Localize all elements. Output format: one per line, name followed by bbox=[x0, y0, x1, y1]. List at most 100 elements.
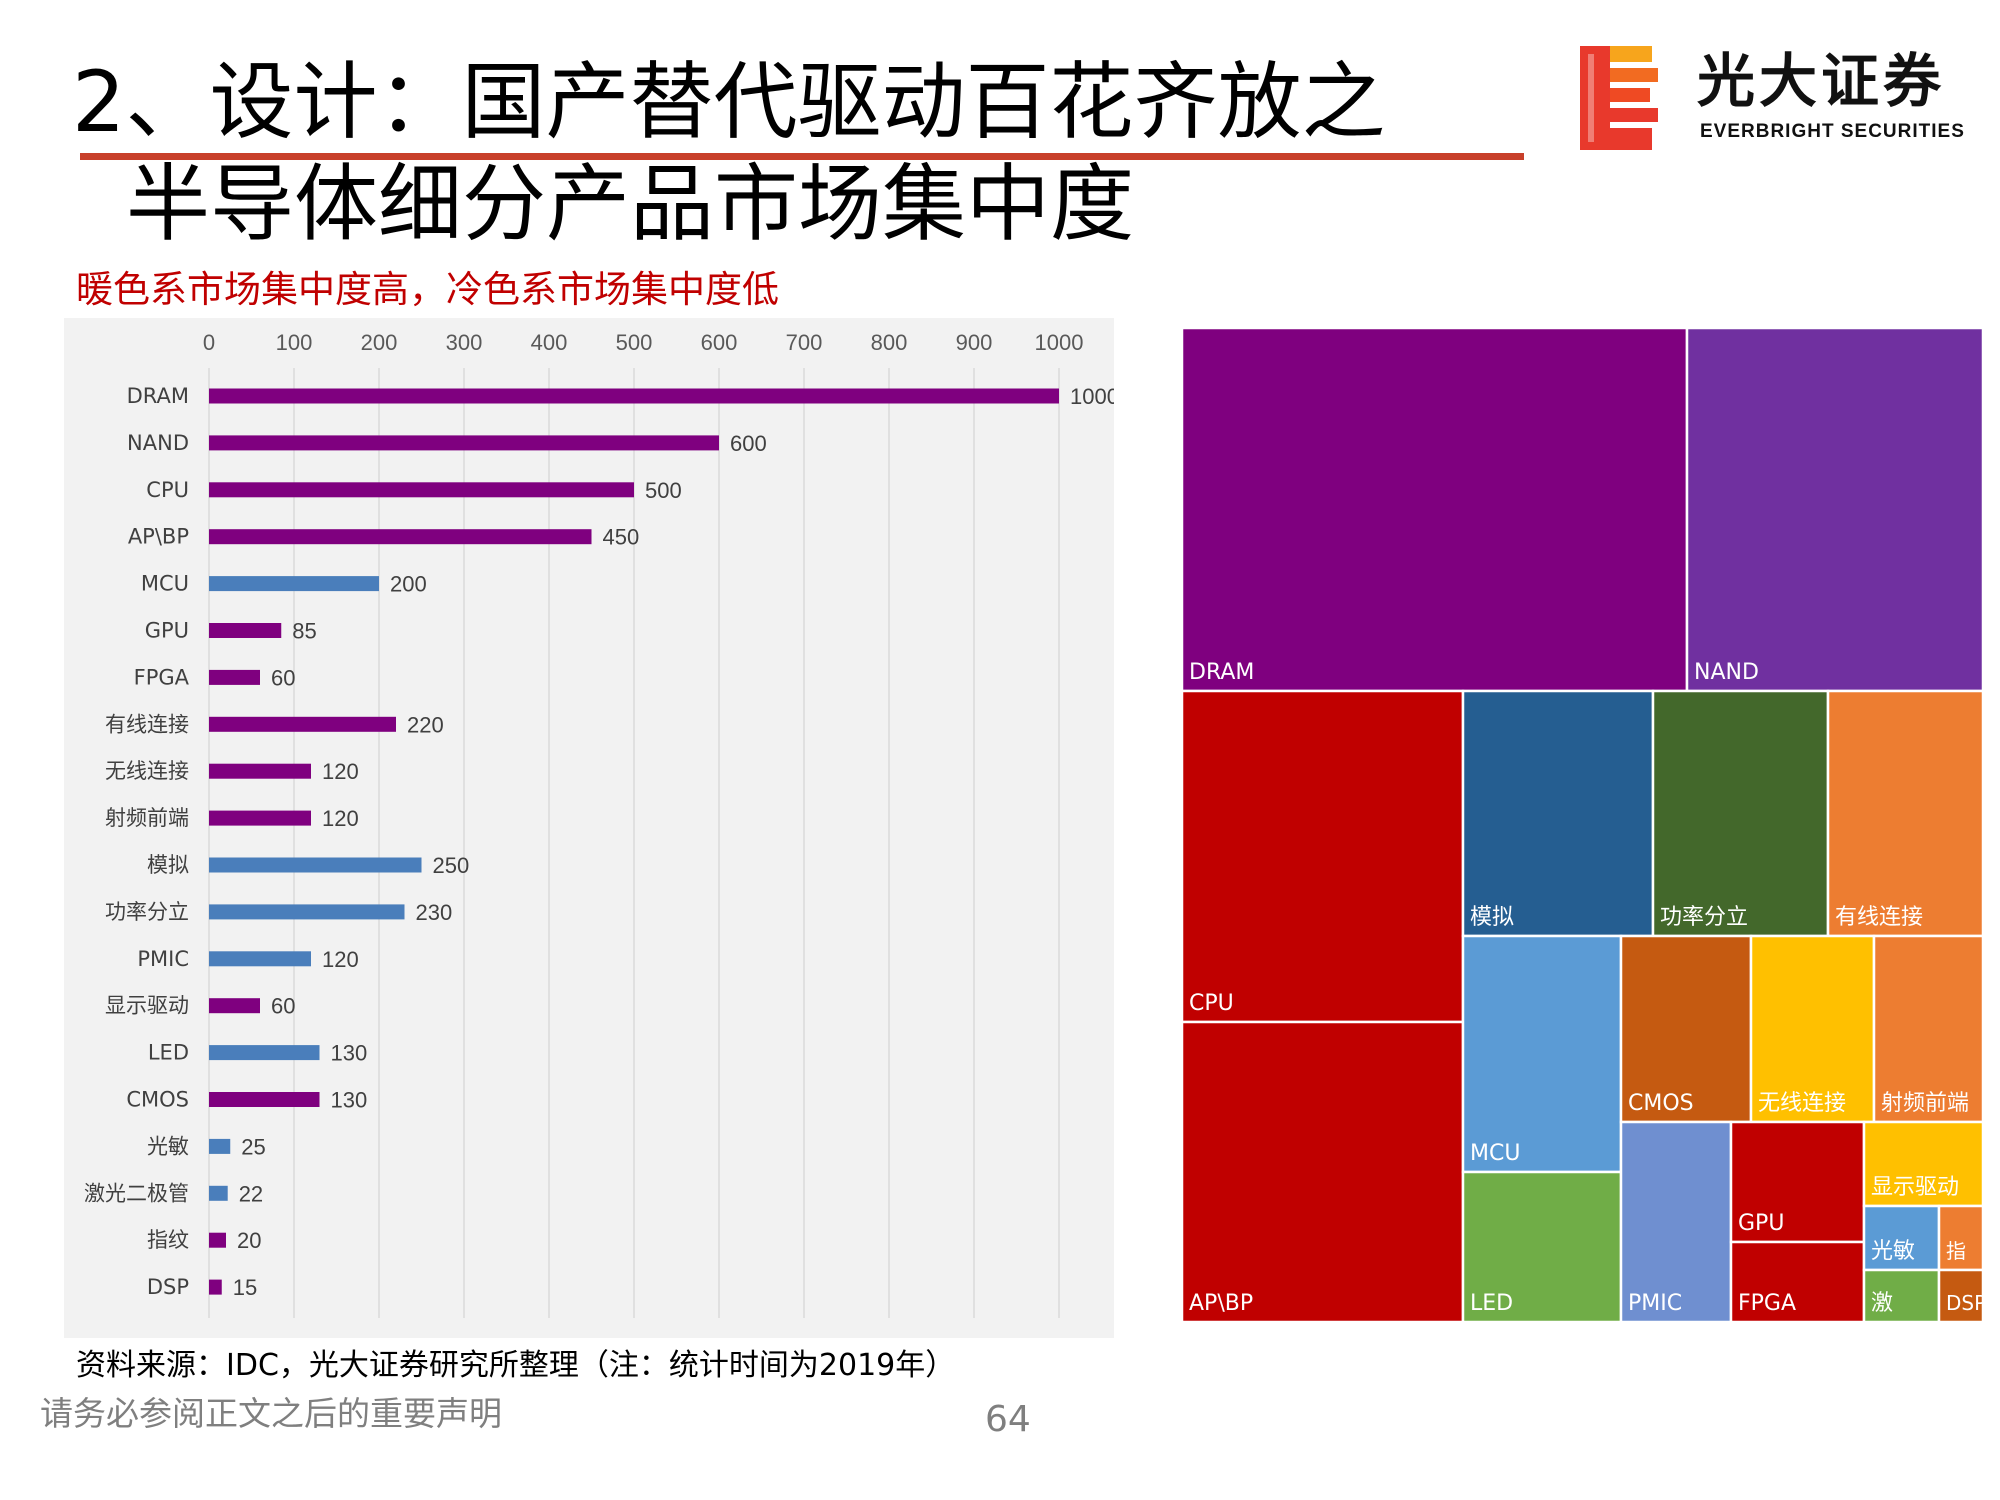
bar-0 bbox=[209, 388, 1059, 404]
bar-13 bbox=[209, 998, 260, 1014]
bar-12 bbox=[209, 951, 311, 967]
treemap-cell-6 bbox=[1826, 689, 1985, 938]
bar-18 bbox=[209, 1232, 226, 1248]
data-label-4: 200 bbox=[390, 572, 427, 597]
x-tick-label-6: 600 bbox=[701, 330, 738, 355]
data-label-1: 600 bbox=[730, 431, 767, 456]
x-tick-label-5: 500 bbox=[616, 330, 653, 355]
bar-19 bbox=[209, 1279, 222, 1295]
category-label-18: 指纹 bbox=[147, 1228, 189, 1252]
bar-5 bbox=[209, 623, 282, 638]
bar-14 bbox=[209, 1045, 320, 1061]
treemap-cell-19 bbox=[1937, 1268, 1985, 1324]
treemap-cell-9 bbox=[1619, 934, 1753, 1124]
data-label-10: 250 bbox=[433, 853, 470, 878]
bar-chart-panel: 0 100 200 300 400 500 600 700 800 900 1000 DRAM 1000… bbox=[64, 318, 1114, 1338]
data-label-2: 500 bbox=[645, 478, 682, 503]
bar-17 bbox=[209, 1185, 228, 1201]
page-title-line-1: 2、设计：国产替代驱动百花齐放之 bbox=[72, 53, 1386, 151]
treemap-cell-7 bbox=[1461, 934, 1623, 1174]
category-label-2: CPU bbox=[146, 478, 189, 502]
bar-9 bbox=[209, 810, 311, 826]
treemap-cell-10 bbox=[1749, 934, 1876, 1124]
title-underline bbox=[80, 153, 1524, 160]
category-label-0: DRAM bbox=[127, 384, 189, 408]
page-number: 64 bbox=[985, 1399, 1031, 1440]
data-label-6: 60 bbox=[271, 665, 295, 690]
treemap-label-15: 显示驱动 bbox=[1871, 1175, 1959, 1200]
category-label-16: 光敏 bbox=[147, 1134, 189, 1158]
bar-2 bbox=[209, 482, 634, 498]
treemap-label-9: CMOS bbox=[1628, 1091, 1694, 1116]
logo-name-cn: 光大证券 bbox=[1697, 47, 1946, 115]
x-tick-label-10: 1000 bbox=[1035, 330, 1084, 355]
treemap-label-6: 有线连接 bbox=[1835, 905, 1923, 930]
data-label-0: 1000 bbox=[1070, 384, 1114, 409]
disclaimer: 请务必参阅正文之后的重要声明 bbox=[40, 1394, 502, 1433]
bar-3 bbox=[209, 529, 592, 545]
treemap-label-3: AP\BP bbox=[1189, 1291, 1253, 1316]
bar-7 bbox=[209, 716, 396, 732]
category-label-19: DSP bbox=[147, 1275, 189, 1299]
bar-15 bbox=[209, 1092, 320, 1107]
category-label-13: 显示驱动 bbox=[105, 994, 189, 1018]
category-label-11: 功率分立 bbox=[105, 900, 189, 924]
category-label-6: FPGA bbox=[134, 665, 190, 689]
bar-16 bbox=[209, 1138, 231, 1154]
x-tick-label-1: 100 bbox=[276, 330, 313, 355]
category-label-17: 激光二极管 bbox=[84, 1181, 189, 1205]
bar-11 bbox=[209, 904, 405, 920]
treemap-cell-4 bbox=[1461, 689, 1655, 938]
data-label-17: 22 bbox=[239, 1181, 263, 1206]
treemap-label-17: 指 bbox=[1946, 1239, 1966, 1263]
data-label-12: 120 bbox=[322, 947, 359, 972]
chart-subtitle: 暖色系市场集中度高，冷色系市场集中度低 bbox=[76, 268, 779, 311]
treemap-label-0: DRAM bbox=[1189, 660, 1254, 685]
data-label-5: 85 bbox=[292, 619, 316, 644]
data-label-18: 20 bbox=[237, 1228, 261, 1253]
category-label-14: LED bbox=[148, 1041, 189, 1065]
data-label-19: 15 bbox=[233, 1275, 257, 1300]
data-label-14: 130 bbox=[331, 1041, 368, 1066]
bar-10 bbox=[209, 857, 422, 873]
treemap-cell-18 bbox=[1862, 1268, 1941, 1324]
treemap-label-13: GPU bbox=[1738, 1211, 1784, 1236]
treemap-cell-1 bbox=[1685, 328, 1985, 693]
data-label-7: 220 bbox=[407, 712, 444, 737]
treemap-cell-3 bbox=[1182, 1020, 1465, 1324]
everbright-logo bbox=[1580, 46, 1658, 150]
treemap-cell-12 bbox=[1619, 1120, 1733, 1324]
data-label-15: 130 bbox=[331, 1088, 368, 1113]
treemap-cell-8 bbox=[1461, 1170, 1623, 1324]
bar-4 bbox=[209, 576, 379, 592]
category-label-4: MCU bbox=[141, 572, 189, 596]
treemap-label-4: 模拟 bbox=[1470, 905, 1514, 930]
treemap-label-1: NAND bbox=[1694, 660, 1759, 685]
data-label-8: 120 bbox=[322, 759, 359, 784]
x-tick-label-9: 900 bbox=[956, 330, 993, 355]
treemap-label-12: PMIC bbox=[1628, 1291, 1682, 1316]
treemap-cell-0 bbox=[1182, 328, 1689, 693]
source-note: 资料来源：IDC，光大证券研究所整理（注：统计时间为2019年） bbox=[76, 1348, 956, 1383]
category-label-5: GPU bbox=[145, 619, 189, 643]
treemap-label-2: CPU bbox=[1189, 991, 1234, 1016]
data-label-13: 60 bbox=[271, 994, 295, 1019]
treemap-label-14: FPGA bbox=[1738, 1291, 1796, 1316]
data-label-3: 450 bbox=[603, 525, 640, 550]
treemap-label-8: LED bbox=[1470, 1291, 1513, 1316]
treemap-cell-11 bbox=[1872, 934, 1985, 1124]
treemap-cell-5 bbox=[1651, 689, 1830, 938]
x-tick-label-3: 300 bbox=[446, 330, 483, 355]
x-tick-label-0: 0 bbox=[203, 330, 215, 355]
treemap-label-18: 激 bbox=[1871, 1291, 1893, 1316]
treemap-label-5: 功率分立 bbox=[1660, 905, 1748, 930]
category-label-3: AP\BP bbox=[128, 525, 189, 549]
category-label-10: 模拟 bbox=[147, 853, 189, 877]
treemap-cell-2 bbox=[1182, 689, 1465, 1024]
treemap-label-7: MCU bbox=[1470, 1141, 1520, 1166]
bar-8 bbox=[209, 763, 311, 779]
category-label-9: 射频前端 bbox=[105, 806, 189, 830]
treemap-cell-14 bbox=[1729, 1240, 1866, 1324]
bar-6 bbox=[209, 669, 260, 685]
bar-1 bbox=[209, 435, 719, 451]
